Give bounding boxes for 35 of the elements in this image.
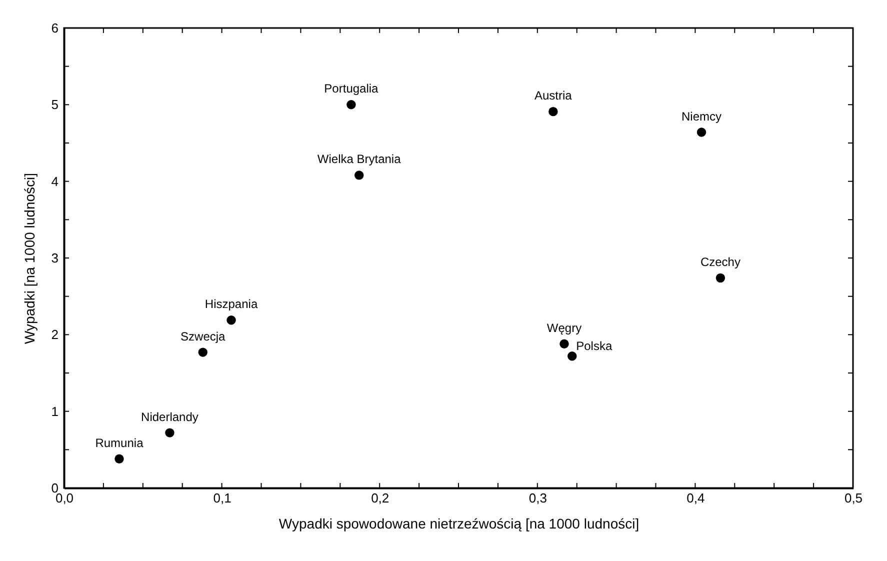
x-tick-label: 0,3 [528,490,547,506]
point [226,316,236,325]
x-tick-label: 0,2 [371,490,390,506]
point [560,339,569,348]
y-tick-label: 5 [51,97,58,112]
annotation: Czechy [700,254,740,269]
annotation: Niemcy [682,109,722,124]
point [346,100,356,110]
annotation: Węgry [546,320,582,335]
x-tick-label: 0,4 [686,490,705,506]
annotation: Polska [576,339,612,354]
point [198,348,208,357]
point [716,273,726,283]
point [354,170,364,180]
annotation: Austria [534,88,572,103]
y-axis-title: Wypadki [na 1000 ludności] [21,172,38,344]
annotation: Wielka Brytania [317,152,402,166]
point [696,128,706,137]
y-tick-label: 1 [51,404,58,419]
annotation: Hiszpania [204,297,258,312]
x-tick-label: 0,1 [213,490,232,506]
annotation: Portugalia [324,82,379,96]
y-tick-label: 3 [51,250,58,266]
x-axis-title: Wypadki spowodowane nietrzeźwością [na 1000 ludności] [278,516,640,532]
point [114,454,124,464]
y-tick-label: 6 [51,20,58,36]
annotation: Niderlandy [141,410,198,424]
point [568,352,577,361]
point [548,106,558,116]
y-tick-label: 4 [51,174,58,189]
x-tick-label: 0,5 [844,490,863,506]
point [165,428,174,438]
annotation: Rumunia [95,436,144,450]
annotation: Szwecja [180,329,226,344]
y-tick-label: 2 [51,327,58,342]
